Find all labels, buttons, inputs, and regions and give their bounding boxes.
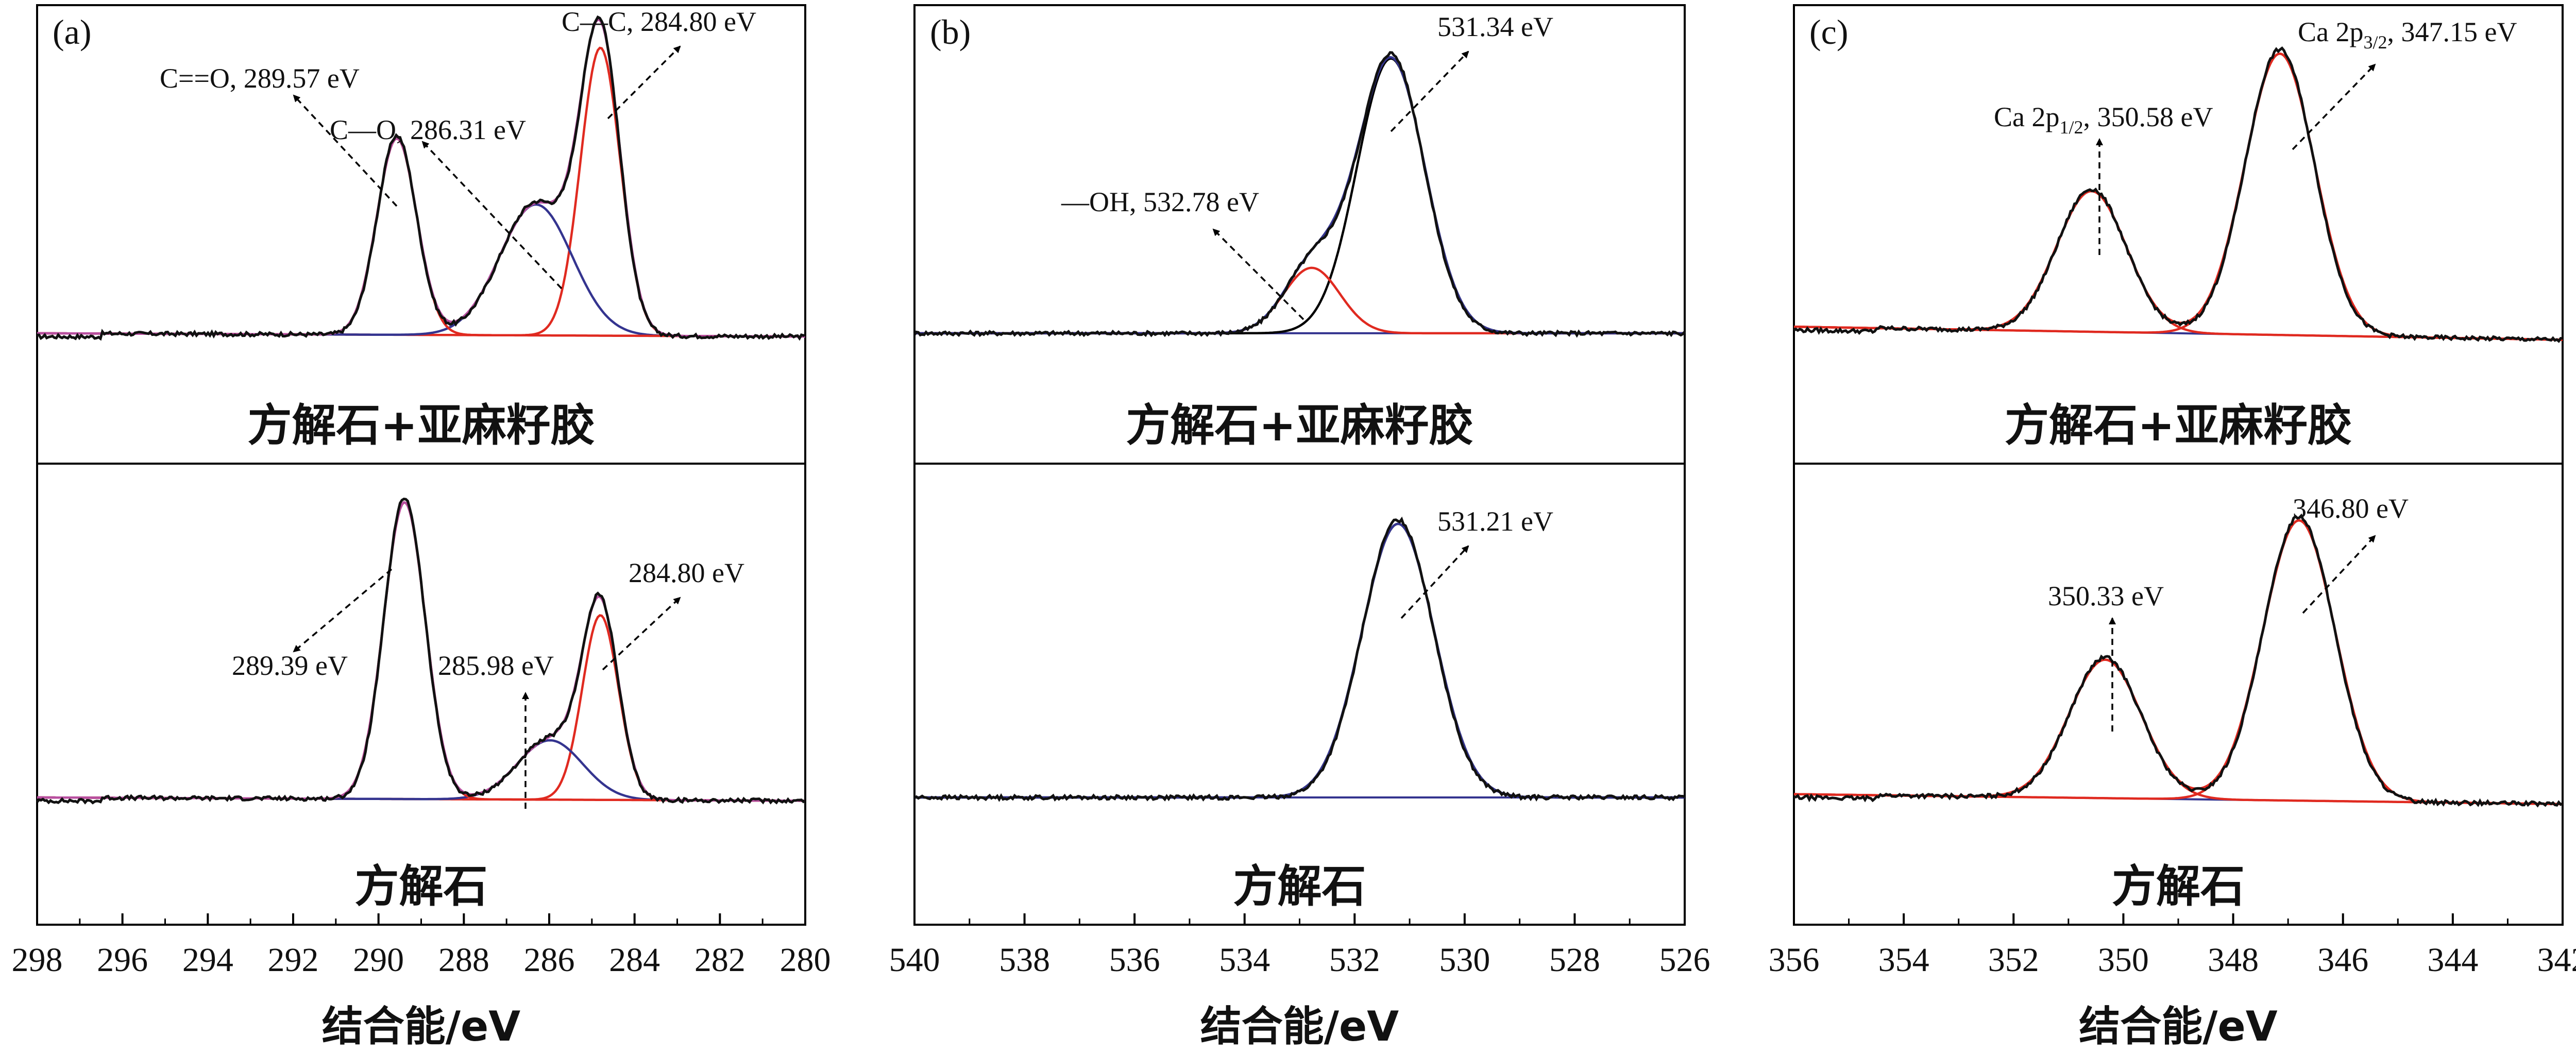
x-tick-label: 354 [1878,941,1929,979]
subplot-0: 方解石+亚麻籽胶 C==O, 289.57 eV C—O, 286.31 eV C—C… [37,6,806,451]
peak-annotation: 346.80 eV [2293,493,2409,524]
x-tick-label: 286 [524,941,575,979]
panel-label: (b) [930,12,971,52]
peak-annotation: Ca 2p1/2, 350.58 eV [1994,101,2213,138]
x-tick-label: 344 [2427,941,2478,979]
x-tick-label: 530 [1439,941,1490,979]
annotation-arrow [602,597,681,671]
x-axis-label: 结合能/eV [2079,1002,2277,1050]
annotation-arrow [607,45,681,120]
peak-annotation: —OH, 532.78 eV [1061,186,1259,217]
x-tick-label: 280 [780,941,831,979]
fit-envelope [914,56,1685,335]
x-tick-label: 292 [268,941,319,979]
plot-frame [1793,4,2564,926]
x-tick-label: 540 [889,941,940,979]
panel-2: (c) 356 354 352 350 348 346 344 342 结合能/eV 方解石+亚麻籽… [1769,4,2576,1050]
fit-peak-0 [37,46,806,338]
fit-peak-0 [914,522,1685,799]
fit-envelope [1793,52,2563,341]
annotation-arrow [2302,535,2376,614]
x-axis-label: 结合能/eV [322,1002,520,1050]
peak-annotation: 285.98 eV [438,650,554,681]
annotation-arrow [293,568,393,653]
peak-annotation: C—C, 284.80 eV [562,6,756,37]
sample-label: 方解石+亚麻籽胶 [2005,400,2352,451]
sample-label: 方解石 [1233,861,1366,912]
x-tick-label: 538 [999,941,1050,979]
peak-annotation: 289.39 eV [232,650,348,681]
raw-data-line [913,516,1685,802]
x-tick-label: 342 [2537,941,2576,979]
fit-peak-1 [37,203,805,338]
panel-0: (a) 298 296 294 292 290 288 286 284 282 280 结合能/eV 方… [12,4,831,1050]
subplot-1: 方解石 346.80 eV 350.33 eV [1793,493,2564,912]
x-tick-label: 294 [182,941,233,979]
annotation-arrow [293,94,398,207]
raw-data-line [1793,46,2563,343]
x-tick-label: 282 [694,941,745,979]
peak-annotation: 350.33 eV [2048,581,2164,611]
fit-peak-1 [1793,190,2563,341]
fit-peak-0 [1794,519,2563,806]
annotation-arrow [421,141,563,290]
annotation-arrow [1212,228,1304,320]
x-tick-label: 348 [2208,941,2259,979]
sample-label: 方解石+亚麻籽胶 [1126,400,1473,451]
sample-label: 方解石 [2112,861,2245,912]
x-tick-label: 298 [12,941,63,979]
subplot-1: 方解石 531.21 eV [913,506,1685,912]
fit-peak-2 [37,501,805,802]
fit-peak-1 [37,739,805,802]
subplot-1: 方解石 289.39 eV 285.98 eV 284.80 eV [36,498,806,912]
x-tick-label: 536 [1109,941,1160,979]
x-tick-label: 526 [1659,941,1710,979]
x-tick-label: 284 [609,941,660,979]
peak-annotation: 284.80 eV [629,557,744,588]
peak-annotation: Ca 2p3/2, 347.15 eV [2298,16,2517,53]
peak-annotation: 531.34 eV [1437,11,1553,42]
raw-data-line [913,51,1686,338]
peak-annotation: C==O, 289.57 eV [160,63,360,94]
annotation-arrow [1400,545,1469,619]
peak-annotation: C—O, 286.31 eV [330,114,526,145]
raw-data-line [37,15,806,341]
x-tick-label: 290 [353,941,404,979]
fit-peak-0 [37,614,805,802]
subplot-0: 方解石+亚麻籽胶 Ca 2p3/2, 347.15 eV Ca 2p1/2, 350… [1793,16,2563,451]
fit-envelope [37,18,805,338]
fit-peak-0 [914,57,1685,335]
x-tick-label: 350 [2098,941,2149,979]
annotation-arrow [1390,50,1469,132]
fit-peak-0 [1793,52,2563,341]
x-tick-label: 296 [97,941,148,979]
plot-frame [913,4,1686,926]
x-tick-label: 528 [1549,941,1600,979]
raw-data-line [1793,513,2564,808]
x-axis-label: 结合能/eV [1200,1002,1399,1050]
fit-envelope [914,522,1685,799]
x-tick-label: 534 [1219,941,1270,979]
sample-label: 方解石 [355,861,488,912]
panel-label: (c) [1809,12,1848,52]
annotation-arrow [2292,63,2376,150]
subplot-0: 方解石+亚麻籽胶 531.34 eV —OH, 532.78 eV [913,11,1686,451]
x-tick-label: 356 [1769,941,1820,979]
fit-peak-1 [914,266,1685,335]
peak-annotation: 531.21 eV [1437,506,1553,537]
fit-envelope [37,501,805,802]
x-tick-label: 346 [2317,941,2368,979]
panel-1: (b) 540 538 536 534 532 530 528 526 结合能/eV 方解石+亚麻籽… [889,4,1710,1050]
sample-label: 方解石+亚麻籽胶 [247,400,595,451]
raw-data-line [36,498,806,805]
fit-envelope [1794,519,2563,806]
x-tick-label: 352 [1988,941,2039,979]
x-tick-label: 532 [1329,941,1380,979]
x-tick-label: 288 [438,941,489,979]
panel-label: (a) [53,12,91,52]
